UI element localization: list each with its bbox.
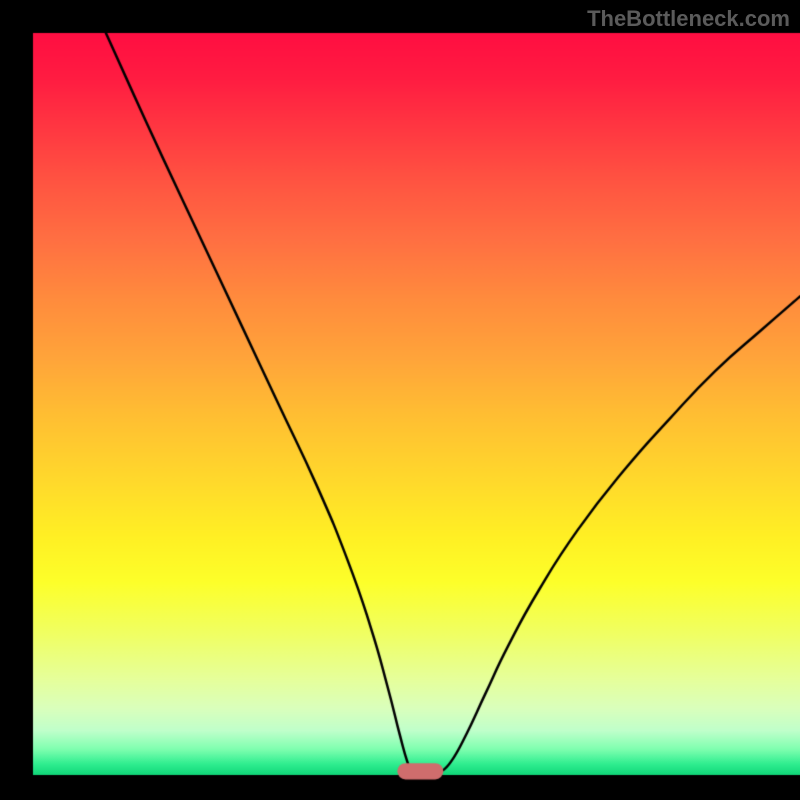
- watermark-text: TheBottleneck.com: [587, 6, 790, 32]
- bottleneck-chart: [0, 0, 800, 800]
